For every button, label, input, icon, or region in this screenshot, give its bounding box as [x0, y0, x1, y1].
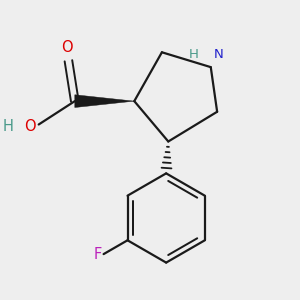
Text: O: O	[61, 40, 73, 55]
Text: N: N	[214, 48, 224, 61]
Text: O: O	[24, 119, 35, 134]
Text: H: H	[189, 48, 199, 61]
Text: F: F	[93, 248, 101, 262]
Text: H: H	[2, 119, 13, 134]
Polygon shape	[75, 95, 134, 107]
